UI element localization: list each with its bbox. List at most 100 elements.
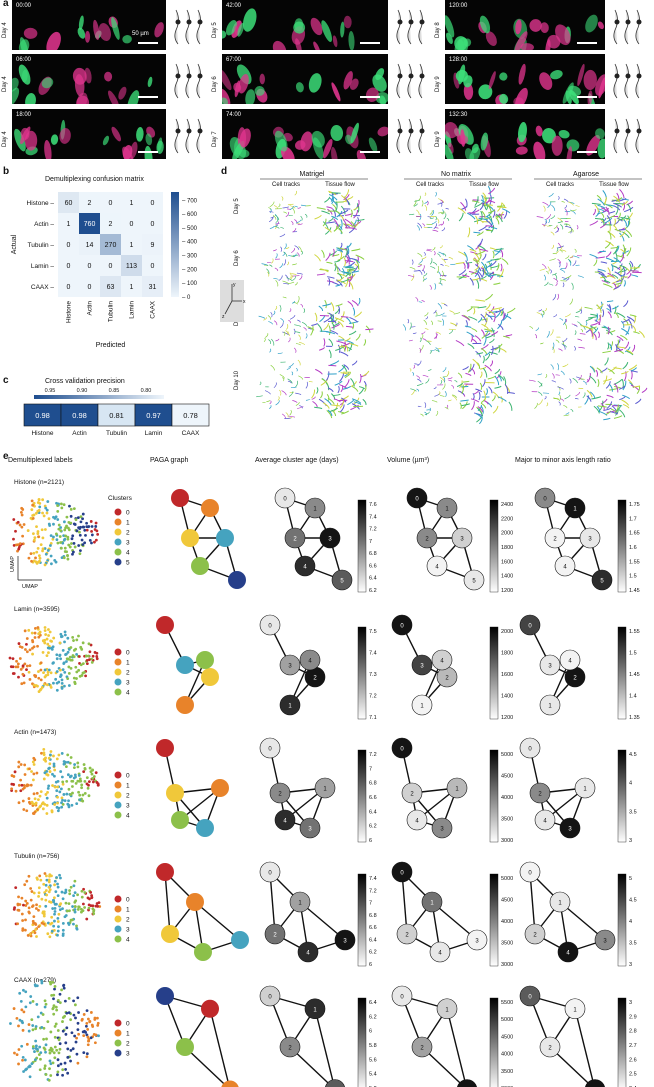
frame-art [445,121,605,159]
umap-point [75,652,79,656]
graph-node [463,569,485,591]
umap-point [38,904,42,908]
track-stroke [606,300,614,303]
umap-point [85,1055,89,1059]
track-stroke [311,389,316,399]
graph-node [191,557,209,575]
track-stroke [311,322,318,326]
track-stroke [559,268,566,273]
umap-point [37,925,41,929]
colorbar-tick: 1.75 [629,502,640,508]
umap-point [45,508,49,512]
track-stroke [502,313,509,321]
matrix-value: 0 [88,284,92,291]
track-stroke [426,409,431,411]
graph-node [466,929,488,951]
track-stroke [555,250,559,254]
track-stroke [297,223,303,226]
track-stroke [605,251,612,258]
track-stroke [438,251,445,256]
umap-point [73,763,77,766]
track-stroke [614,311,619,318]
node-label: 0 [400,624,404,630]
umap-point [71,905,74,908]
track-stroke [534,333,538,339]
umap-point [53,906,57,910]
node-label: 4 [306,951,310,957]
cell-blob [345,134,353,145]
umap-point [44,633,48,636]
legend-swatch [114,648,122,656]
track-stroke [271,258,274,264]
track-stroke [439,278,447,281]
track-stroke [465,198,468,208]
umap-point [90,525,94,528]
colorbar-tick: 2200 [501,516,513,522]
track-stroke [340,205,346,215]
umap-point [75,670,79,674]
cell-blob [77,27,86,39]
track-stroke [474,335,482,342]
cell-nucleus [197,128,203,134]
graph-node [156,863,174,881]
track-stroke [413,364,416,369]
frame-day: Day 8 [435,22,441,38]
umap-point [23,662,27,666]
umap-point [52,535,55,539]
track-stroke [424,312,429,317]
graph-node [294,555,316,577]
graph-node [554,555,576,577]
track-stroke [442,383,446,390]
cell-shape-sketch [609,113,649,162]
matrix-cell [58,213,79,234]
track-stroke [331,323,340,329]
cell-outline [624,9,629,45]
umap-point [53,912,56,916]
umap-point [43,872,47,875]
track-stroke [320,268,329,273]
track-stroke [471,327,478,333]
umap-point [13,1051,16,1055]
track-stroke [480,347,488,355]
track-stroke [479,366,487,370]
umap-point [79,663,83,667]
colorbar-tick: 4000 [501,795,513,801]
legend-swatch [114,678,122,686]
colorbar-tick: 1.65 [629,531,640,537]
track-stroke [339,251,343,260]
track-stroke [630,384,639,391]
track-stroke [334,380,343,386]
track-stroke [441,212,446,214]
graph-node [176,696,194,714]
umap-point [24,899,28,903]
track-stroke [342,385,352,390]
track-stroke [603,378,613,382]
track-stroke [426,200,429,206]
umap-point [47,651,50,655]
umap-point [26,934,30,937]
track-stroke [340,278,350,283]
umap-point [61,780,65,784]
umap-point [55,653,59,657]
umap-point [34,556,37,560]
umap-point [94,538,98,542]
umap-point [17,783,21,787]
track-stroke [591,396,602,400]
track-stroke [564,210,571,213]
track-stroke [273,320,278,326]
umap-point [74,518,78,521]
track-stroke [282,377,285,382]
track-stroke [625,212,633,221]
track-stroke [475,215,479,225]
umap-point [14,789,18,793]
track-stroke [600,261,608,264]
umap-point [34,1039,38,1043]
track-stroke [536,216,544,219]
umap-point [17,895,20,899]
graph-node [331,569,353,591]
umap-point [25,809,29,813]
track-stroke [305,381,308,389]
track-stroke [294,245,300,250]
track-stroke [535,327,539,332]
